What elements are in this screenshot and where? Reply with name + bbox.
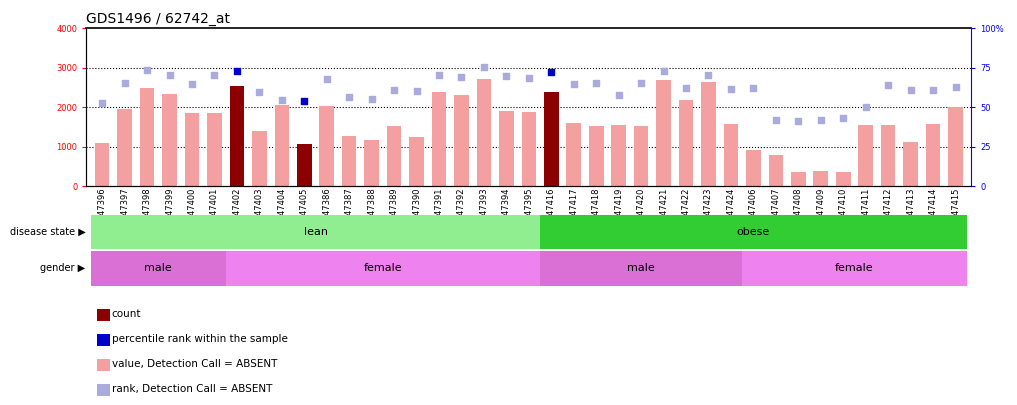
Text: lean: lean bbox=[303, 227, 327, 237]
Bar bbox=[207, 113, 222, 186]
Point bbox=[296, 98, 312, 104]
Bar bbox=[91, 251, 226, 286]
Bar bbox=[611, 126, 626, 186]
Point bbox=[363, 96, 379, 102]
Bar bbox=[925, 124, 941, 186]
Text: obese: obese bbox=[736, 227, 770, 237]
Point bbox=[813, 117, 829, 123]
Point bbox=[431, 72, 447, 78]
Text: value, Detection Call = ABSENT: value, Detection Call = ABSENT bbox=[112, 359, 278, 369]
Bar bbox=[185, 113, 199, 186]
Point bbox=[655, 68, 671, 74]
Text: gender ▶: gender ▶ bbox=[41, 263, 85, 273]
Bar bbox=[540, 251, 742, 286]
Bar bbox=[858, 126, 873, 186]
Bar bbox=[903, 142, 918, 186]
Point bbox=[880, 82, 896, 88]
Point bbox=[565, 81, 582, 87]
Bar bbox=[409, 137, 424, 186]
Point bbox=[543, 68, 559, 75]
Point bbox=[588, 80, 604, 86]
Bar bbox=[139, 87, 155, 186]
Point bbox=[94, 100, 110, 107]
Point bbox=[768, 117, 784, 123]
Point bbox=[701, 72, 717, 78]
Bar bbox=[678, 100, 694, 186]
Text: female: female bbox=[835, 263, 874, 273]
Text: rank, Detection Call = ABSENT: rank, Detection Call = ABSENT bbox=[112, 384, 273, 394]
Bar bbox=[117, 109, 132, 186]
Bar bbox=[836, 172, 850, 186]
Bar bbox=[701, 82, 716, 186]
Text: disease state ▶: disease state ▶ bbox=[9, 227, 85, 237]
Text: male: male bbox=[144, 263, 172, 273]
Bar bbox=[742, 251, 967, 286]
Point bbox=[206, 71, 223, 78]
Bar bbox=[589, 126, 603, 186]
Bar bbox=[252, 131, 266, 186]
Bar bbox=[91, 215, 540, 249]
Point bbox=[610, 92, 626, 99]
Point bbox=[184, 80, 200, 87]
Point bbox=[723, 86, 739, 92]
Bar bbox=[163, 94, 177, 186]
Bar bbox=[319, 106, 334, 186]
Bar bbox=[455, 95, 469, 186]
Point bbox=[857, 104, 874, 111]
Point bbox=[162, 72, 178, 78]
Bar bbox=[477, 79, 491, 186]
Text: male: male bbox=[627, 263, 655, 273]
Point bbox=[745, 84, 762, 91]
Bar bbox=[342, 136, 357, 186]
Bar bbox=[814, 171, 828, 186]
Bar bbox=[791, 172, 805, 186]
Text: GDS1496 / 62742_at: GDS1496 / 62742_at bbox=[86, 12, 231, 26]
Bar bbox=[386, 126, 402, 186]
Bar bbox=[522, 112, 536, 186]
Point bbox=[521, 75, 537, 81]
Bar bbox=[769, 156, 783, 186]
Bar bbox=[948, 107, 963, 186]
Text: count: count bbox=[112, 309, 141, 319]
Bar bbox=[297, 145, 311, 186]
Point bbox=[678, 85, 695, 91]
Bar bbox=[226, 251, 540, 286]
Bar bbox=[634, 126, 649, 186]
Point bbox=[924, 87, 941, 94]
Point bbox=[251, 89, 267, 96]
Bar bbox=[724, 124, 738, 186]
Bar bbox=[364, 141, 379, 186]
Bar bbox=[499, 111, 514, 186]
Point bbox=[274, 97, 290, 103]
Point bbox=[835, 115, 851, 122]
Point bbox=[117, 80, 133, 86]
Bar bbox=[544, 92, 558, 186]
Bar bbox=[275, 105, 289, 186]
Point bbox=[498, 72, 515, 79]
Point bbox=[386, 87, 403, 93]
Point bbox=[476, 64, 492, 71]
Point bbox=[633, 80, 649, 86]
Point bbox=[790, 118, 806, 124]
Bar bbox=[566, 123, 581, 186]
Point bbox=[229, 67, 245, 74]
Bar bbox=[431, 92, 446, 186]
Bar bbox=[230, 85, 244, 186]
Point bbox=[139, 66, 156, 73]
Bar bbox=[881, 125, 895, 186]
Point bbox=[341, 94, 357, 100]
Text: female: female bbox=[363, 263, 402, 273]
Text: percentile rank within the sample: percentile rank within the sample bbox=[112, 334, 288, 344]
Point bbox=[902, 86, 918, 93]
Bar bbox=[95, 143, 110, 186]
Point bbox=[948, 84, 964, 90]
Point bbox=[409, 87, 425, 94]
Bar bbox=[540, 215, 967, 249]
Bar bbox=[746, 149, 761, 186]
Bar bbox=[656, 80, 671, 186]
Point bbox=[318, 76, 335, 82]
Point bbox=[454, 74, 470, 81]
